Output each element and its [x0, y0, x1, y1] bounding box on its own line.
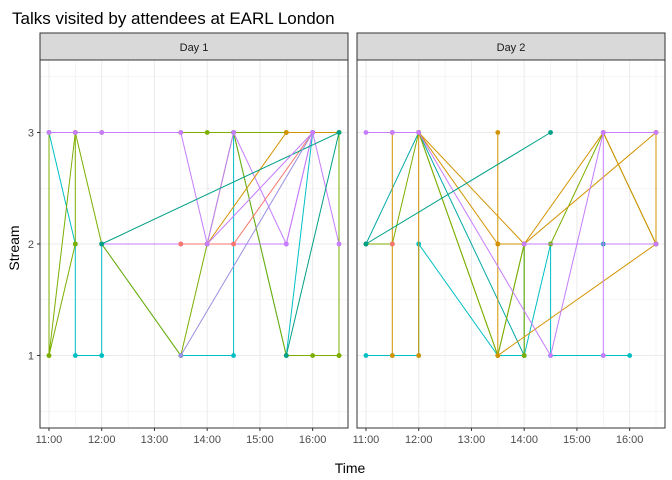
y-tick-label: 1	[28, 351, 34, 363]
x-tick-label: 16:00	[299, 434, 327, 446]
facet-panel-1: Day 1 11:00 12:00 13:00 14:00 15:00 16:00	[36, 32, 349, 446]
facet-strip-label: Day 2	[497, 42, 526, 54]
series-2-8	[363, 130, 606, 358]
data-point	[363, 353, 369, 358]
data-point	[310, 130, 316, 135]
data-point	[389, 353, 395, 358]
data-point	[389, 241, 395, 247]
data-point	[363, 241, 369, 247]
x-tick-label: 14:00	[510, 434, 538, 446]
data-point	[416, 130, 422, 135]
panel-border	[356, 59, 666, 429]
x-tick-label: 11:00	[36, 434, 63, 446]
chart-title: Talks visited by attendees at EARL Londo…	[12, 9, 335, 28]
x-tick-label: 15:00	[246, 434, 274, 446]
y-tick-label: 2	[28, 239, 34, 251]
series-line	[366, 242, 630, 356]
x-tick-label: 16:00	[616, 434, 644, 446]
data-point	[600, 353, 606, 358]
data-point	[363, 130, 369, 135]
x-tick-label: 15:00	[563, 434, 591, 446]
data-point	[99, 353, 105, 358]
data-point	[653, 241, 659, 247]
data-point	[99, 241, 105, 247]
data-point	[336, 353, 342, 358]
data-point	[46, 353, 52, 358]
series-line	[180, 132, 314, 356]
data-point	[521, 353, 527, 358]
data-point	[178, 353, 184, 358]
series-line	[418, 132, 525, 358]
facet-panel-2: Day 2 11:00 12:00 13:00 14:00 15:00 16:00	[353, 32, 666, 446]
data-point	[548, 130, 553, 135]
facet-strip-label: Day 1	[180, 42, 209, 54]
data-point	[283, 241, 289, 247]
data-point	[521, 241, 527, 247]
data-point	[72, 353, 78, 358]
data-point	[653, 130, 659, 135]
data-point	[46, 130, 52, 135]
series-line	[365, 132, 551, 245]
series-2-9	[521, 241, 659, 247]
x-axis-title: Time	[335, 460, 366, 476]
series-line	[206, 132, 314, 245]
data-point	[204, 241, 210, 247]
data-point	[627, 353, 633, 358]
x-tick-label: 12:00	[88, 434, 116, 446]
series-line	[206, 132, 339, 245]
series-2-11	[363, 130, 553, 247]
series-line	[366, 132, 604, 357]
data-point	[204, 130, 210, 135]
data-point	[336, 130, 342, 135]
data-point	[336, 241, 342, 247]
data-point	[416, 353, 422, 358]
x-tick-label: 14:00	[193, 434, 221, 446]
data-point	[389, 130, 395, 135]
facet-strip	[356, 32, 666, 61]
data-point	[310, 353, 316, 358]
x-tick-label: 12:00	[405, 434, 433, 446]
data-point	[600, 130, 606, 135]
data-point	[283, 130, 289, 135]
data-point	[548, 353, 553, 358]
data-point	[72, 130, 78, 135]
data-point	[495, 353, 501, 358]
data-point	[231, 353, 236, 358]
series-2-12	[389, 241, 395, 247]
facet-strip	[39, 32, 349, 61]
data-point	[495, 241, 501, 247]
x-tick-label: 11:00	[353, 434, 380, 446]
data-point	[231, 241, 236, 247]
y-tick-label: 3	[28, 127, 34, 139]
data-point	[283, 353, 289, 358]
panel-border	[39, 59, 349, 429]
data-point	[72, 241, 78, 247]
series-2-10	[600, 130, 659, 135]
data-point	[231, 130, 236, 135]
x-tick-label: 13:00	[458, 434, 486, 446]
x-tick-label: 13:00	[141, 434, 169, 446]
data-point	[495, 130, 501, 135]
y-axis-title: Stream	[6, 225, 22, 270]
data-point	[99, 130, 105, 135]
data-point	[178, 241, 184, 247]
series-1-10	[204, 130, 316, 247]
series-1-8	[99, 130, 342, 358]
data-point	[178, 130, 184, 135]
